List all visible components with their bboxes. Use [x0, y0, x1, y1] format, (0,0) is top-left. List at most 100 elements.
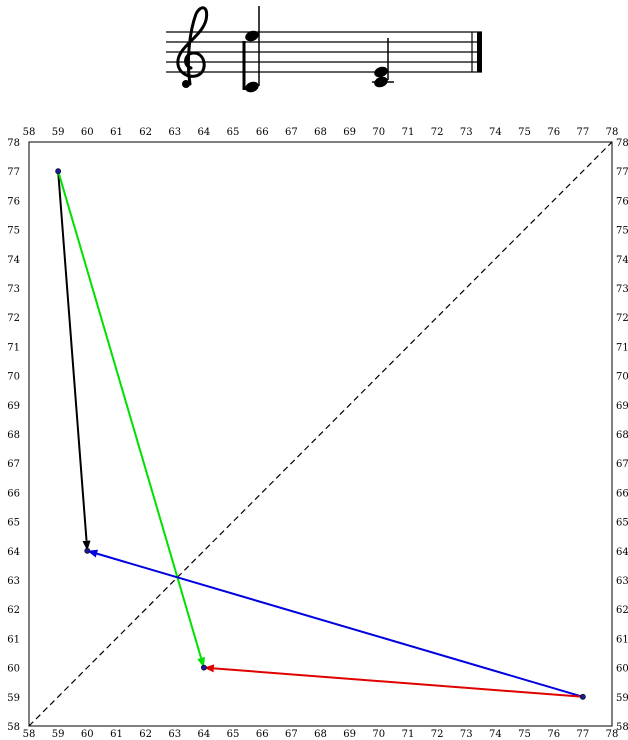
x-tick-label-bottom: 68: [314, 729, 327, 740]
x-tick-label-bottom: 78: [606, 729, 619, 740]
points: [55, 168, 586, 700]
y-tick-label-right: 72: [616, 313, 628, 324]
y-tick-label-left: 76: [7, 196, 20, 207]
y-tick-label-right: 61: [616, 634, 628, 645]
x-tick-label-bottom: 75: [518, 729, 531, 740]
note-head: [245, 81, 259, 93]
y-tick-label-left: 75: [7, 226, 20, 237]
x-tick-label-bottom: 60: [81, 729, 94, 740]
treble-clef-icon: [176, 6, 209, 88]
y-tick-label-right: 70: [616, 372, 628, 383]
x-tick-label-top: 64: [198, 127, 211, 138]
x-tick-label-bottom: 62: [139, 729, 152, 740]
y-tick-label-left: 73: [7, 284, 20, 295]
x-tick-label-bottom: 65: [227, 729, 240, 740]
y-tick-label-left: 63: [7, 576, 20, 587]
x-tick-label-top: 62: [139, 127, 152, 138]
x-tick-label-top: 71: [402, 127, 415, 138]
x-tick-label-bottom: 76: [547, 729, 560, 740]
y-tick-label-left: 60: [7, 664, 20, 675]
y-tick-label-left: 58: [7, 722, 20, 733]
x-tick-label-top: 60: [81, 127, 94, 138]
y-ticks-right: 58 59 60 61 62 63 64 65 66 67 68 69 70 71 72 73 74 75 76 77…: [616, 138, 628, 733]
x-tick-label-bottom: 66: [256, 729, 269, 740]
data-point: [579, 693, 586, 700]
x-tick-label-top: 63: [168, 127, 181, 138]
y-tick-label-left: 68: [7, 430, 20, 441]
note-head: [245, 30, 259, 42]
x-ticks-top: 58 59 60 61 62 63 64 65 66 67 68 69 70 71 72 73 74 75 76 77…: [23, 127, 619, 138]
x-tick-label-bottom: 58: [23, 729, 36, 740]
x-tick-label-bottom: 77: [576, 729, 589, 740]
x-tick-label-top: 73: [460, 127, 473, 138]
note-head: [374, 76, 388, 88]
y-tick-label-right: 59: [616, 693, 628, 704]
x-tick-label-top: 75: [518, 127, 531, 138]
x-tick-label-bottom: 74: [489, 729, 502, 740]
x-tick-label-bottom: 59: [52, 729, 65, 740]
y-tick-label-left: 72: [7, 313, 20, 324]
y-tick-label-right: 74: [616, 255, 628, 266]
arrow-2: [57, 170, 205, 668]
data-point: [84, 547, 91, 554]
y-tick-label-left: 64: [7, 547, 20, 558]
y-tick-label-left: 71: [7, 342, 20, 353]
arrow-1: [57, 171, 91, 551]
x-tick-label-top: 58: [23, 127, 36, 138]
x-tick-label-bottom: 69: [343, 729, 356, 740]
y-tick-label-right: 75: [616, 226, 628, 237]
data-point: [200, 664, 207, 671]
x-tick-label-top: 66: [256, 127, 269, 138]
chord-2: [372, 38, 394, 88]
y-ticks-left: 58 59 60 61 62 63 64 65 66 67 68 69 70 71 72 73 74 75 76 77…: [7, 138, 20, 733]
x-tick-label-bottom: 71: [402, 729, 415, 740]
x-tick-label-bottom: 61: [110, 729, 123, 740]
y-tick-label-right: 67: [616, 459, 628, 470]
y-tick-label-left: 62: [7, 605, 20, 616]
arrow-4: [203, 664, 583, 698]
note-head: [374, 66, 388, 78]
y-tick-label-left: 65: [7, 518, 20, 529]
y-tick-label-left: 74: [7, 255, 20, 266]
x-tick-label-top: 69: [343, 127, 356, 138]
y-tick-label-right: 68: [616, 430, 628, 441]
pitch-plot: 58 59 60 61 62 63 64 65 66 67 68 69 70 71 72 73 74 75 76 77…: [7, 127, 628, 740]
y-tick-label-left: 77: [7, 167, 20, 178]
y-tick-label-right: 58: [616, 722, 628, 733]
y-tick-label-right: 76: [616, 196, 628, 207]
arrow-head: [82, 540, 91, 551]
final-barline: [471, 32, 482, 72]
y-tick-label-right: 77: [616, 167, 628, 178]
x-tick-label-top: 61: [110, 127, 123, 138]
arrow-3: [87, 549, 584, 698]
arrow-head: [203, 664, 215, 673]
x-tick-label-top: 70: [372, 127, 385, 138]
y-tick-label-right: 65: [616, 518, 628, 529]
x-tick-label-top: 68: [314, 127, 327, 138]
y-tick-label-left: 78: [7, 138, 20, 149]
x-tick-label-top: 72: [431, 127, 444, 138]
data-point: [55, 168, 62, 175]
y-tick-label-left: 69: [7, 401, 20, 412]
diagonal-line: [28, 141, 613, 727]
arrows: [57, 170, 584, 698]
x-tick-label-top: 74: [489, 127, 502, 138]
x-tick-label-top: 78: [606, 127, 619, 138]
y-tick-label-right: 60: [616, 664, 628, 675]
x-tick-label-bottom: 70: [372, 729, 385, 740]
x-tick-label-bottom: 64: [198, 729, 211, 740]
x-tick-label-top: 59: [52, 127, 65, 138]
y-tick-label-left: 66: [7, 488, 20, 499]
y-tick-label-left: 61: [7, 634, 20, 645]
y-tick-label-right: 78: [616, 138, 628, 149]
x-tick-label-top: 65: [227, 127, 240, 138]
y-tick-label-right: 69: [616, 401, 628, 412]
x-tick-label-bottom: 67: [285, 729, 298, 740]
y-tick-label-right: 62: [616, 605, 628, 616]
y-tick-label-right: 73: [616, 284, 628, 295]
staff-lines: [166, 31, 482, 73]
y-tick-label-right: 64: [616, 547, 628, 558]
y-tick-label-right: 66: [616, 488, 628, 499]
x-tick-label-bottom: 73: [460, 729, 473, 740]
